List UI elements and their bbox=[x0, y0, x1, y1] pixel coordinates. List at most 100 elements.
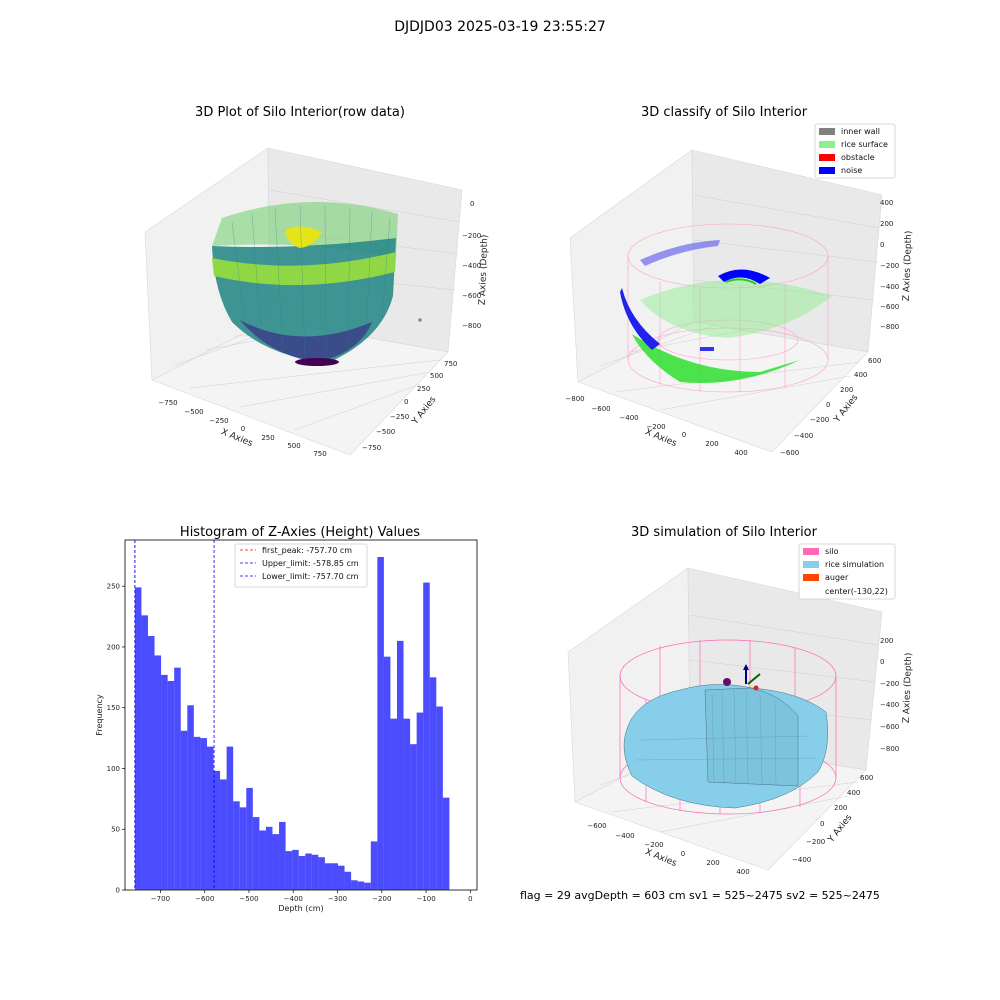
raw-plot-title: 3D Plot of Silo Interior(row data) bbox=[195, 105, 405, 120]
histogram-bar bbox=[292, 849, 299, 890]
svg-text:inner wall: inner wall bbox=[841, 127, 880, 136]
x-tick-label: 0 bbox=[468, 895, 472, 903]
simulation-y-label: Y Axies bbox=[826, 813, 855, 846]
svg-text:center(-130,22): center(-130,22) bbox=[825, 587, 888, 596]
svg-text:−200: −200 bbox=[644, 841, 663, 849]
simulation-legend-swatch bbox=[803, 561, 819, 568]
y-tick-label: 100 bbox=[107, 765, 120, 773]
histogram-bars bbox=[134, 557, 450, 890]
histogram-bar bbox=[259, 830, 266, 890]
svg-text:600: 600 bbox=[860, 774, 873, 782]
histogram-reference-lines bbox=[134, 540, 215, 890]
simulation-x-label: X Axies bbox=[643, 847, 678, 869]
simulation-legend-entries: silo rice simulation auger center(-130,2… bbox=[803, 547, 888, 596]
histogram-bar bbox=[318, 857, 325, 890]
status-line: flag = 29 avgDepth = 603 cm sv1 = 525~24… bbox=[520, 889, 880, 902]
histogram-bar bbox=[423, 582, 430, 890]
histogram-bar bbox=[187, 705, 194, 890]
histogram-bar bbox=[390, 718, 397, 890]
histogram-bar bbox=[324, 863, 332, 890]
svg-text:200: 200 bbox=[880, 637, 893, 645]
svg-text:−750: −750 bbox=[158, 399, 177, 407]
classify-legend-entries: inner wall rice surface obstacle noise bbox=[819, 127, 888, 175]
svg-text:0: 0 bbox=[826, 401, 830, 409]
x-tick-label: −600 bbox=[195, 895, 214, 903]
raw-z-ticks: 0 −200 −400 −600 −800 bbox=[462, 200, 481, 330]
svg-text:rice surface: rice surface bbox=[841, 140, 888, 149]
y-tick-label: 250 bbox=[107, 583, 120, 591]
svg-text:−200: −200 bbox=[462, 232, 481, 240]
histogram-bar bbox=[370, 841, 378, 890]
histogram-bar bbox=[351, 880, 358, 890]
x-tick-label: −200 bbox=[372, 895, 391, 903]
simulation-z-ticks: 200 0 −200 −400 −600 −800 bbox=[880, 637, 899, 753]
simulation-legend bbox=[798, 543, 896, 600]
svg-text:500: 500 bbox=[287, 442, 300, 450]
simulation-legend-swatch bbox=[803, 548, 819, 555]
svg-text:−600: −600 bbox=[591, 405, 610, 413]
histogram-bar bbox=[436, 706, 443, 890]
classify-z-ticks: 400 200 0 −200 −400 −600 −800 bbox=[880, 199, 899, 331]
svg-text:600: 600 bbox=[868, 357, 881, 365]
histogram-bar bbox=[161, 674, 168, 890]
svg-text:−200: −200 bbox=[806, 838, 825, 846]
classify-legend bbox=[814, 123, 896, 179]
svg-text:−400: −400 bbox=[880, 701, 899, 709]
histogram-bar bbox=[134, 587, 142, 890]
x-tick-label: −700 bbox=[151, 895, 170, 903]
svg-text:−200: −200 bbox=[646, 423, 665, 431]
histogram-bar bbox=[213, 770, 221, 890]
simulation-x-ticks: −600 −400 −200 0 200 400 bbox=[587, 822, 749, 876]
svg-text:−600: −600 bbox=[880, 303, 899, 311]
svg-text:200: 200 bbox=[834, 804, 847, 812]
histogram-bar bbox=[246, 787, 253, 890]
svg-text:−400: −400 bbox=[615, 832, 634, 840]
y-tick-label: 0 bbox=[116, 887, 120, 895]
svg-text:0: 0 bbox=[880, 241, 884, 249]
histogram-bar bbox=[383, 656, 391, 890]
raw-x-label: X Axies bbox=[219, 427, 254, 449]
simulation-rice-surface bbox=[623, 684, 828, 809]
svg-text:0: 0 bbox=[880, 658, 884, 666]
histogram-legend-entries: first_peak: -757.70 cm Upper_limit: -578.… bbox=[240, 546, 359, 581]
svg-text:silo: silo bbox=[825, 547, 839, 556]
raw-y-label: Y Axies bbox=[410, 395, 439, 428]
x-tick-label: −400 bbox=[284, 895, 303, 903]
histogram-bar bbox=[298, 855, 306, 890]
svg-text:250: 250 bbox=[417, 385, 430, 393]
histogram-bar bbox=[410, 744, 417, 890]
classify-legend-swatch bbox=[819, 141, 835, 148]
histogram-bar bbox=[357, 881, 365, 890]
svg-text:400: 400 bbox=[734, 449, 747, 457]
svg-text:750: 750 bbox=[444, 360, 457, 368]
simulation-y-ticks: −400 −200 0 200 400 600 bbox=[792, 774, 873, 864]
classify-plot-title: 3D classify of Silo Interior bbox=[641, 105, 808, 120]
svg-text:400: 400 bbox=[847, 789, 860, 797]
svg-text:−500: −500 bbox=[184, 408, 203, 416]
simulation-legend-swatch bbox=[803, 574, 819, 581]
svg-text:−800: −800 bbox=[565, 395, 584, 403]
simulation-plot-title: 3D simulation of Silo Interior bbox=[631, 525, 818, 540]
classify-legend-swatch bbox=[819, 167, 835, 174]
histogram-bar bbox=[396, 640, 404, 890]
simulation-auger-marker bbox=[723, 664, 761, 691]
y-tick-label: 50 bbox=[111, 826, 120, 834]
svg-text:−600: −600 bbox=[880, 723, 899, 731]
classify-legend-swatch bbox=[819, 154, 835, 161]
histogram-bar bbox=[272, 834, 280, 890]
histogram-y-ticks: 0 50 100 150 200 250 bbox=[107, 583, 125, 895]
raw-z-label: Z Axies (Depth) bbox=[478, 235, 490, 306]
svg-text:200: 200 bbox=[705, 440, 718, 448]
histogram-bar bbox=[233, 801, 240, 890]
simulation-z-label: Z Axies (Depth) bbox=[902, 653, 914, 724]
raw-3d-plot: 3D Plot of Silo Interior(row data) bbox=[144, 105, 490, 458]
classify-3d-plot: 3D classify of Silo Interior bbox=[565, 105, 914, 457]
histogram-bar bbox=[193, 736, 201, 890]
svg-text:−200: −200 bbox=[880, 680, 899, 688]
histogram-bar bbox=[364, 882, 371, 890]
histogram-bar bbox=[167, 680, 175, 890]
svg-text:auger: auger bbox=[825, 573, 849, 582]
svg-text:rice simulation: rice simulation bbox=[825, 560, 884, 569]
histogram-bar bbox=[174, 667, 181, 890]
svg-text:0: 0 bbox=[681, 850, 685, 858]
